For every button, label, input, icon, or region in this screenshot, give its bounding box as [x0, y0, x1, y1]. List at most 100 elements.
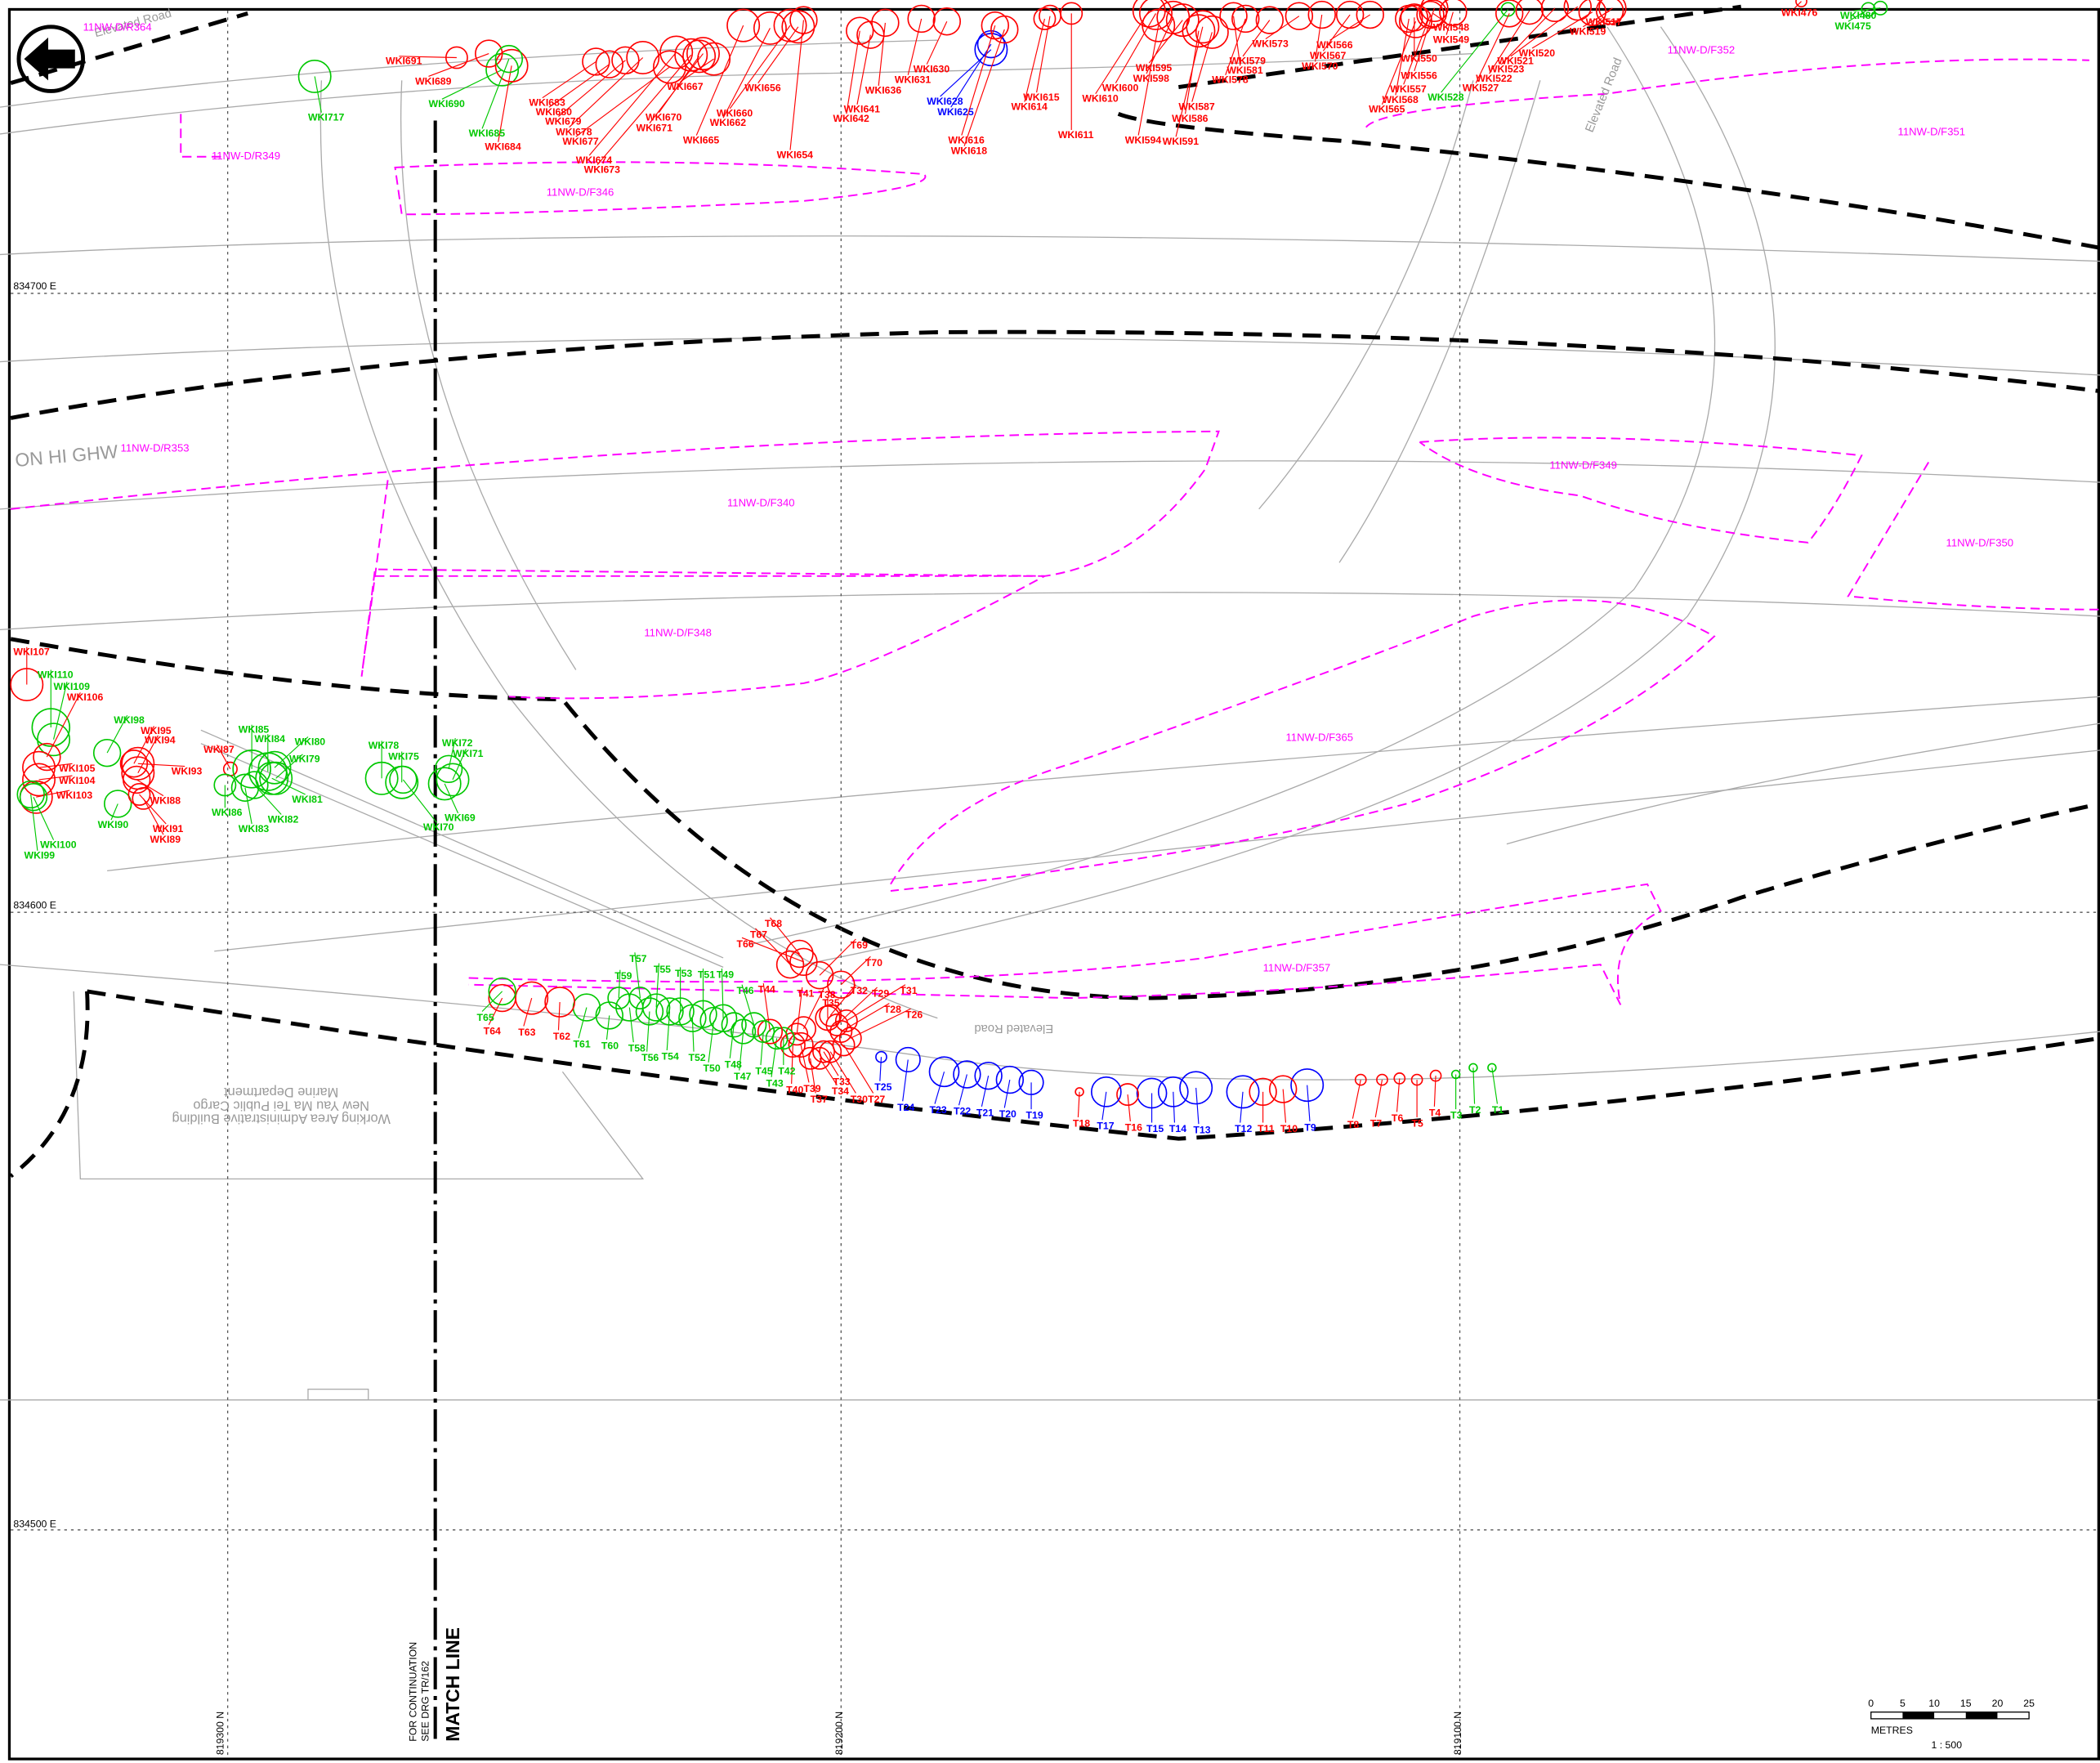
- tree: [1157, 1076, 1189, 1107]
- tree-label: T42: [778, 1066, 795, 1077]
- tree-label: T3: [1450, 1110, 1463, 1121]
- tree-label: WKI717: [308, 112, 345, 123]
- tree-leader: [846, 984, 906, 1022]
- tree: [1268, 1075, 1298, 1103]
- tree: [871, 8, 900, 38]
- tree-leader: [1848, 8, 1869, 22]
- tree-leader: [628, 1007, 634, 1043]
- scale-tick-label: 25: [2023, 1698, 2035, 1709]
- tree: [1290, 1068, 1325, 1103]
- tree-leader: [1403, 14, 1432, 85]
- tree-label: T62: [553, 1031, 570, 1042]
- tree-label: WKI690: [428, 98, 465, 110]
- tree: [757, 1018, 784, 1045]
- tree: [1219, 2, 1248, 30]
- tree: [731, 1018, 757, 1045]
- tree-leader: [1441, 9, 1508, 93]
- tree-label: WKI82: [268, 813, 299, 825]
- tree: [257, 750, 292, 785]
- tree-label: T18: [1073, 1117, 1090, 1129]
- tree: [1356, 0, 1384, 29]
- tree: [655, 997, 684, 1026]
- tree: [1354, 1073, 1367, 1086]
- tree: [928, 1056, 960, 1088]
- tree-label: T7: [1370, 1117, 1383, 1129]
- tree-label: WKI104: [59, 775, 96, 786]
- tree-label: T25: [874, 1081, 891, 1093]
- road-label: Elevated Road: [974, 1022, 1053, 1035]
- scale-ratio: 1 : 500: [1931, 1739, 1962, 1751]
- tree: [427, 767, 462, 801]
- tree-label: T26: [905, 1009, 923, 1021]
- tree-leader: [1148, 20, 1183, 64]
- tree-label: T5: [1412, 1117, 1424, 1129]
- tree: [974, 1061, 1003, 1090]
- tree: [1419, 0, 1447, 28]
- tree-label: WKI556: [1401, 70, 1437, 82]
- tree: [434, 754, 463, 784]
- tree-label: WKI90: [98, 819, 129, 830]
- tree-label: WKI476: [1781, 7, 1818, 19]
- tree-label: T35: [822, 997, 839, 1009]
- tree: [1393, 1072, 1406, 1085]
- tree: [121, 746, 155, 781]
- tree: [1090, 1076, 1122, 1107]
- tree: [1595, 0, 1624, 25]
- tree: [995, 1065, 1025, 1094]
- tree: [788, 1031, 814, 1058]
- tree: [1132, 0, 1166, 28]
- tree-leader: [757, 26, 799, 83]
- tree-leader: [837, 987, 878, 1026]
- tree-label: WKI673: [584, 163, 621, 175]
- tree: [92, 738, 122, 767]
- scale-tick-label: 5: [1900, 1698, 1906, 1709]
- tree-leader: [271, 777, 306, 795]
- tree-leader: [829, 984, 856, 1016]
- tree-label: T8: [1347, 1119, 1360, 1130]
- tree: [10, 668, 44, 702]
- tree: [1139, 0, 1173, 30]
- tree-label: WKI680: [536, 106, 573, 118]
- tree-label: WKI549: [1433, 34, 1470, 45]
- tree: [773, 8, 807, 43]
- tree-label: WKI520: [1519, 47, 1556, 59]
- tree-leader: [819, 1058, 838, 1085]
- tree: [1495, 0, 1524, 28]
- tree: [846, 16, 874, 45]
- tree: [445, 46, 468, 69]
- tree: [785, 939, 814, 969]
- tree-label: WKI625: [937, 106, 974, 118]
- tree: [364, 761, 399, 795]
- tree-leader: [1282, 1089, 1287, 1123]
- tree-leader: [1191, 32, 1213, 102]
- tree-label: T51: [698, 969, 715, 981]
- tree-label: WKI581: [1226, 65, 1263, 76]
- tree: [1195, 15, 1229, 49]
- tree-label: WKI641: [844, 104, 881, 115]
- zone-label: 11NW-D/F348: [644, 627, 712, 639]
- tree-label: WKI600: [1102, 82, 1139, 93]
- tree-label: WKI631: [895, 74, 932, 86]
- tree-label: T20: [999, 1108, 1016, 1120]
- tree: [990, 15, 1019, 44]
- tree-label: WKI89: [150, 834, 181, 845]
- tree-leader: [902, 1059, 909, 1102]
- tree-label: WKI685: [469, 128, 506, 139]
- tree: [812, 1040, 835, 1063]
- tree-label: WKI618: [951, 145, 988, 157]
- tree-label: WKI667: [667, 81, 704, 92]
- tree-leader: [634, 952, 641, 999]
- tree-leader: [802, 988, 824, 1030]
- tree-label: T24: [897, 1102, 914, 1113]
- tree-leader: [1314, 14, 1323, 62]
- tree-label: T56: [641, 1052, 659, 1063]
- tree: [1410, 1073, 1423, 1086]
- tree-label: T22: [954, 1106, 971, 1117]
- tree-leader: [810, 1058, 816, 1094]
- tree-leader: [1195, 1087, 1200, 1125]
- tree-leader: [829, 1051, 856, 1094]
- tree-leader: [402, 779, 437, 823]
- tree: [752, 1020, 775, 1044]
- tree: [697, 42, 731, 76]
- tree: [132, 786, 155, 810]
